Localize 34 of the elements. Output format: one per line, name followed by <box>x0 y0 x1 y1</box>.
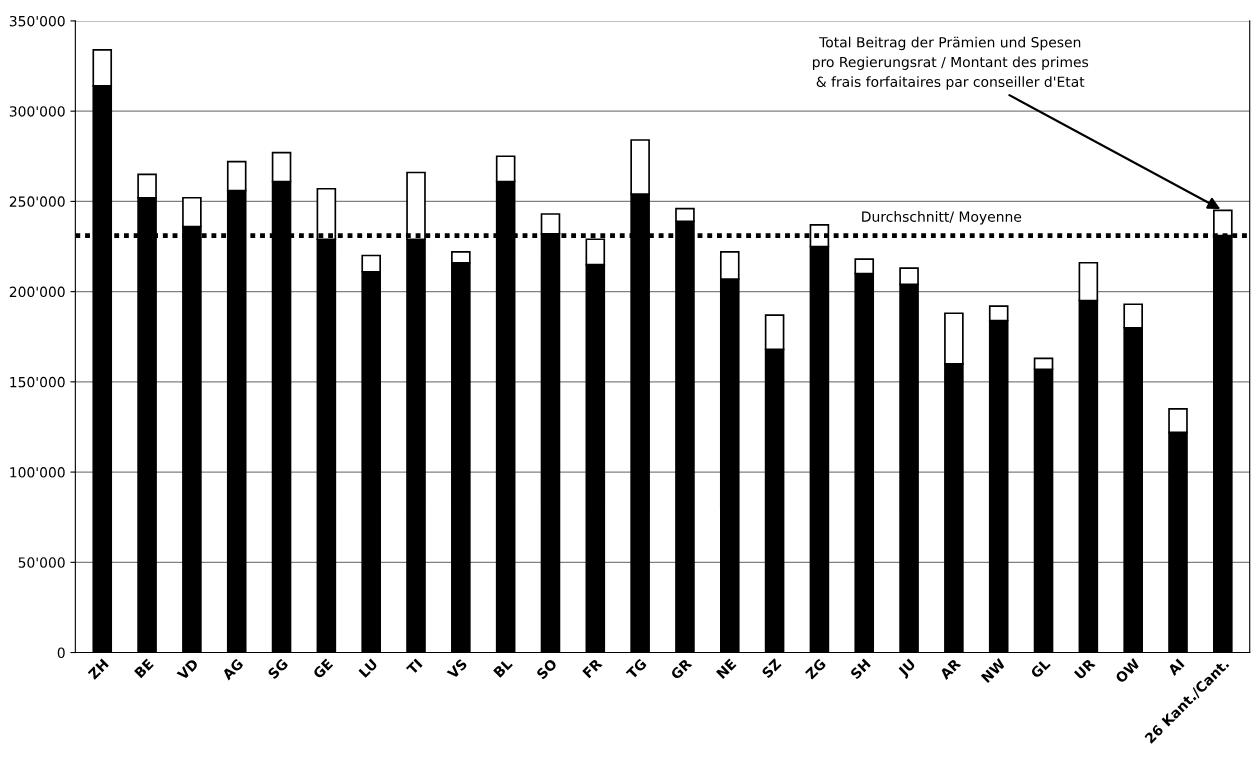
y-tick-label: 100'000 <box>10 467 65 478</box>
x-tick-label: SO <box>535 658 558 680</box>
annotation: Total Beitrag der Prämien und Spesen pro Regierungsrat / Montant des primes & frais forfaitaires par conseiller d'Etat <box>812 36 1089 90</box>
y-tick-label: 200'000 <box>9 286 65 298</box>
x-tick-label: SZ <box>761 658 782 679</box>
x-tick-label: AG <box>221 658 244 681</box>
y-tick-label: 250'000 <box>9 196 65 207</box>
x-tick-label: AR <box>939 657 962 680</box>
x-tick-label: ZG <box>804 658 827 680</box>
x-tick-label: VD <box>176 658 199 681</box>
x-tick-label: TG <box>625 658 648 680</box>
x-tick-label: LU <box>358 658 378 678</box>
x-tick-label: GR <box>669 657 693 681</box>
x-tick-label: GE <box>312 658 334 680</box>
x-tick-label: UR <box>1074 657 1096 680</box>
y-tick-label: 0 <box>57 647 65 659</box>
y-tick-label: 150'000 <box>10 376 65 388</box>
x-tick-label: JU <box>897 658 918 680</box>
x-tick-label: SH <box>849 658 871 680</box>
ref-line-label: Durchschnitt/ Moyenne <box>862 211 1022 225</box>
x-tick-label: OW <box>1114 657 1141 684</box>
x-tick-label: GL <box>1029 657 1051 679</box>
x-tick-label: SG <box>267 658 289 680</box>
x-tick-label: BE <box>134 658 154 679</box>
x-tick-label: FR <box>582 657 603 679</box>
x-tick-label: ZH <box>87 658 109 680</box>
y-tick-label: 300'000 <box>9 106 65 117</box>
x-tick-label: BL <box>493 657 513 678</box>
x-tick-label: NE <box>716 658 737 679</box>
y-tick-label: 50'000 <box>18 557 65 568</box>
x-tick-label: TI <box>406 658 423 676</box>
x-tick-label: VS <box>446 658 468 680</box>
x-tick-label: NW <box>980 658 1006 684</box>
y-tick-label: 350'000 <box>9 15 65 27</box>
